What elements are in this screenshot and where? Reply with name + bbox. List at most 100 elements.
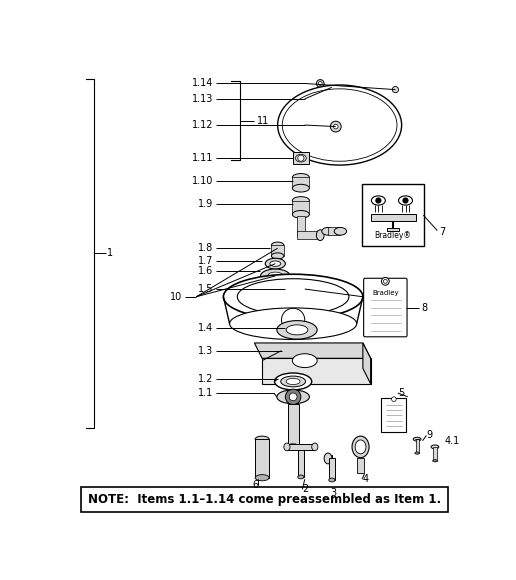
Polygon shape: [254, 343, 370, 358]
Bar: [328, 455, 332, 462]
Text: 1.7: 1.7: [198, 256, 213, 266]
Text: 1.6: 1.6: [198, 266, 213, 276]
Ellipse shape: [293, 354, 317, 368]
Ellipse shape: [281, 376, 305, 387]
Ellipse shape: [286, 378, 300, 385]
Ellipse shape: [277, 321, 317, 339]
Text: 3: 3: [330, 488, 336, 498]
Circle shape: [333, 124, 338, 129]
Circle shape: [330, 121, 341, 132]
Ellipse shape: [298, 475, 304, 479]
Bar: [271, 245, 284, 256]
Text: 2: 2: [302, 484, 309, 494]
Ellipse shape: [329, 478, 335, 482]
Text: 1.8: 1.8: [198, 243, 213, 253]
Ellipse shape: [355, 440, 366, 454]
Ellipse shape: [415, 452, 420, 454]
Bar: [370, 215, 415, 220]
Ellipse shape: [293, 184, 310, 192]
Text: 6: 6: [252, 480, 258, 491]
Text: 1: 1: [107, 248, 113, 258]
Bar: [293, 177, 310, 188]
Bar: [255, 439, 269, 478]
Ellipse shape: [230, 308, 357, 339]
Polygon shape: [363, 343, 370, 384]
Bar: [433, 447, 437, 461]
Text: 1.13: 1.13: [192, 94, 213, 104]
Ellipse shape: [316, 230, 324, 241]
Circle shape: [316, 79, 324, 88]
Bar: [293, 152, 309, 164]
FancyBboxPatch shape: [362, 184, 424, 246]
Text: 11: 11: [256, 116, 269, 126]
Text: 5: 5: [398, 388, 404, 398]
Ellipse shape: [293, 197, 310, 204]
Bar: [328, 227, 341, 235]
Ellipse shape: [237, 279, 349, 315]
Text: 10: 10: [170, 292, 182, 302]
Bar: [288, 404, 299, 446]
Ellipse shape: [265, 258, 285, 269]
Circle shape: [298, 155, 304, 161]
Circle shape: [392, 397, 396, 401]
FancyBboxPatch shape: [81, 487, 448, 512]
Text: 8: 8: [421, 303, 427, 313]
Polygon shape: [262, 358, 370, 384]
Text: 1.3: 1.3: [198, 346, 213, 356]
Ellipse shape: [372, 196, 385, 205]
Ellipse shape: [293, 173, 310, 181]
Text: 9: 9: [426, 430, 432, 440]
Ellipse shape: [282, 89, 397, 161]
Bar: [287, 444, 315, 450]
Ellipse shape: [255, 474, 269, 481]
Circle shape: [375, 197, 381, 204]
Ellipse shape: [268, 272, 283, 280]
Bar: [387, 228, 399, 231]
Text: Bradley®: Bradley®: [375, 231, 412, 241]
Ellipse shape: [334, 227, 347, 235]
Ellipse shape: [277, 390, 310, 404]
Bar: [297, 231, 320, 239]
Text: 1.10: 1.10: [192, 176, 213, 186]
Circle shape: [381, 277, 389, 285]
Bar: [415, 439, 418, 453]
Ellipse shape: [296, 154, 307, 162]
Bar: [329, 458, 335, 480]
Text: 1.12: 1.12: [192, 120, 213, 130]
Ellipse shape: [432, 459, 437, 462]
Ellipse shape: [324, 453, 332, 464]
Text: 1.5: 1.5: [198, 284, 213, 294]
Circle shape: [282, 309, 305, 331]
FancyBboxPatch shape: [364, 278, 407, 337]
Ellipse shape: [322, 227, 334, 235]
Text: Bradley: Bradley: [372, 290, 399, 296]
Text: 1.9: 1.9: [198, 200, 213, 209]
Bar: [358, 458, 364, 473]
Text: 7: 7: [439, 227, 445, 237]
Ellipse shape: [275, 373, 312, 390]
Text: 1.2: 1.2: [198, 374, 213, 384]
Circle shape: [402, 197, 409, 204]
Bar: [297, 216, 305, 235]
Ellipse shape: [352, 436, 369, 458]
Ellipse shape: [271, 253, 284, 259]
Ellipse shape: [312, 443, 318, 451]
Ellipse shape: [255, 436, 269, 443]
Text: 4: 4: [362, 474, 368, 484]
Ellipse shape: [293, 211, 310, 218]
Text: 1.1: 1.1: [198, 388, 213, 398]
Ellipse shape: [278, 85, 401, 165]
Ellipse shape: [288, 444, 299, 448]
Ellipse shape: [271, 242, 284, 248]
Circle shape: [383, 280, 388, 283]
Circle shape: [289, 393, 297, 401]
Text: 1.4: 1.4: [198, 322, 213, 332]
Circle shape: [318, 82, 322, 85]
FancyBboxPatch shape: [381, 398, 406, 432]
Ellipse shape: [286, 325, 308, 335]
Ellipse shape: [398, 196, 412, 205]
Text: 1.14: 1.14: [192, 78, 213, 89]
Ellipse shape: [223, 274, 363, 319]
Circle shape: [285, 389, 301, 405]
Bar: [293, 201, 310, 215]
